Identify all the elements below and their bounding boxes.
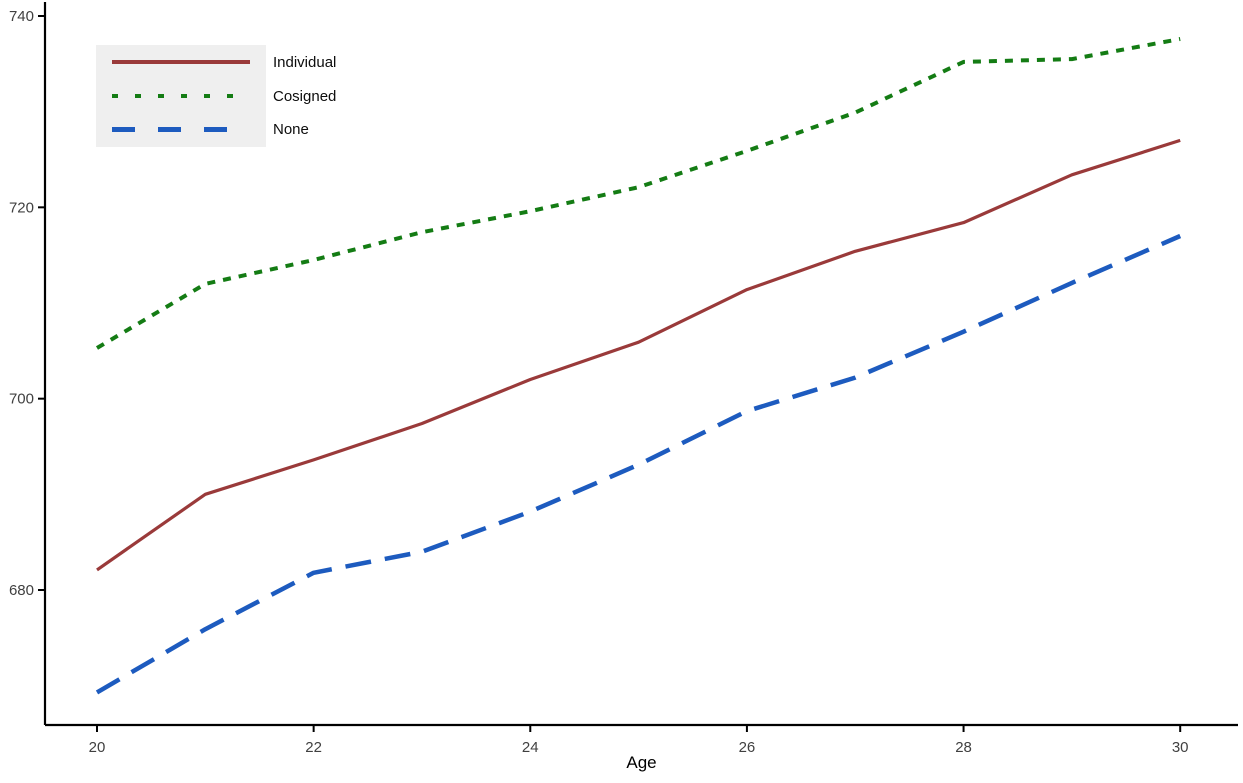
x-tick-label: 22	[305, 739, 322, 756]
series-line-none	[95, 233, 1182, 695]
legend-label-cosigned: Cosigned	[273, 88, 337, 105]
x-tick-label: 30	[1172, 739, 1189, 756]
series-line-cosigned	[95, 37, 1181, 350]
series-line-individual	[96, 138, 1181, 572]
legend-sample-cosigned-line	[112, 94, 250, 98]
x-tick-label: 24	[522, 739, 539, 756]
x-tick-label: 20	[89, 739, 106, 756]
legend-sample-individual-line	[112, 60, 250, 64]
legend-label-individual: Individual	[273, 54, 337, 71]
legend-sample-none-line	[112, 127, 250, 132]
y-tick-label: 740	[9, 8, 34, 25]
x-tick-label: 26	[739, 739, 756, 756]
y-tick-label: 680	[9, 582, 34, 599]
y-tick-label: 720	[9, 199, 34, 216]
legend-label-none: None	[273, 121, 309, 138]
x-axis-title: Age	[626, 753, 656, 772]
x-tick-label: 28	[955, 739, 972, 756]
y-tick-label: 700	[9, 391, 34, 408]
